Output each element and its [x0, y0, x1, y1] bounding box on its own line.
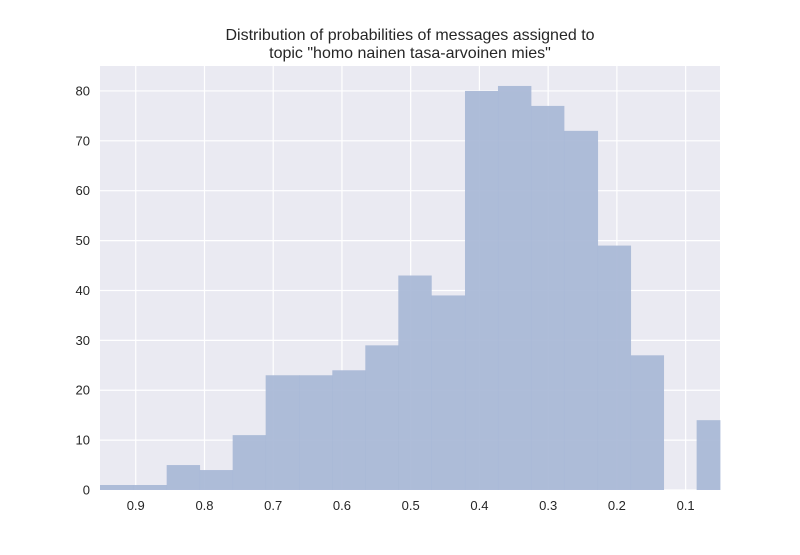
y-tick-label: 0 — [83, 483, 90, 498]
histogram-bar — [630, 355, 665, 490]
y-tick-label: 30 — [76, 333, 90, 348]
x-axis-ticks: 0.9 0.8 0.7 0.6 0.5 0.4 0.3 0.2 0.1 — [127, 498, 695, 513]
histogram-bar — [365, 345, 399, 490]
x-tick-label: 0.9 — [127, 498, 145, 513]
histogram-bar — [332, 370, 366, 490]
histogram-bar — [299, 375, 333, 490]
histogram-bar — [530, 105, 565, 490]
histogram-bar — [100, 485, 134, 490]
histogram-bar — [497, 85, 532, 490]
histogram-bar — [431, 295, 466, 490]
histogram-bar — [398, 275, 432, 490]
histogram-bar — [132, 485, 168, 490]
histogram-bar — [199, 470, 234, 490]
histogram-bar — [563, 130, 599, 491]
x-tick-label: 0.3 — [539, 498, 557, 513]
histogram-bar — [166, 465, 201, 490]
histogram-bar — [232, 435, 267, 490]
y-tick-label: 50 — [76, 233, 90, 248]
x-tick-label: 0.1 — [677, 498, 695, 513]
chart-title-line-2: topic "homo nainen tasa-arvoinen mies" — [269, 45, 551, 62]
y-tick-label: 70 — [76, 133, 90, 148]
histogram-bars — [100, 85, 721, 491]
histogram-bar — [464, 90, 499, 491]
histogram-bar — [696, 420, 721, 490]
y-tick-label: 80 — [76, 83, 90, 98]
y-tick-label: 40 — [76, 283, 90, 298]
x-tick-label: 0.7 — [264, 498, 282, 513]
x-tick-label: 0.5 — [402, 498, 420, 513]
x-tick-label: 0.4 — [470, 498, 488, 513]
x-tick-label: 0.6 — [333, 498, 351, 513]
histogram-bar — [265, 375, 300, 490]
y-axis-ticks: 0 10 20 30 40 50 60 70 80 — [76, 83, 90, 497]
y-tick-label: 10 — [76, 433, 90, 448]
x-tick-label: 0.8 — [195, 498, 213, 513]
x-tick-label: 0.2 — [608, 498, 626, 513]
chart-title-line-1: Distribution of probabilities of message… — [225, 27, 594, 44]
y-tick-label: 20 — [76, 383, 90, 398]
histogram-bar — [597, 245, 632, 490]
y-tick-label: 60 — [76, 183, 90, 198]
